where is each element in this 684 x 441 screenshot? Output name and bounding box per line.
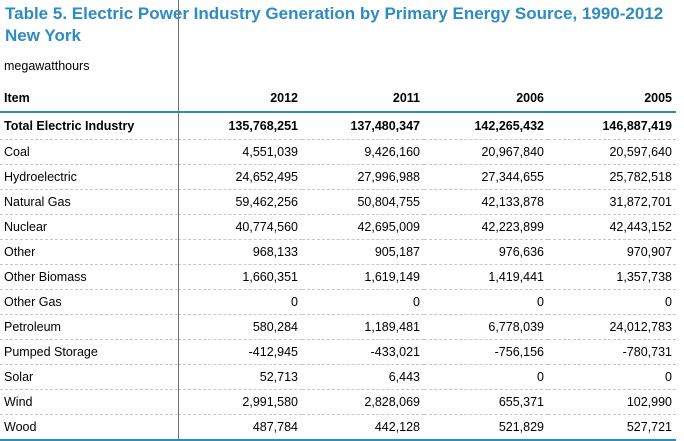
table-row: Nuclear 40,774,560 42,695,009 42,223,899 42,… [0,215,676,240]
cell-value: 976,636 [424,240,548,265]
cell-value: 0 [424,365,548,390]
cell-value: 527,721 [548,415,676,441]
cell-value: 25,782,518 [548,165,676,190]
row-label: Wind [0,390,178,415]
cell-value: 135,768,251 [178,112,302,140]
cell-value: 42,443,152 [548,215,676,240]
cell-value: 905,187 [302,240,424,265]
row-label: Total Electric Industry [0,112,178,140]
cell-value: 655,371 [424,390,548,415]
cell-value: -433,021 [302,340,424,365]
cell-value: 968,133 [178,240,302,265]
cell-value: 9,426,160 [302,140,424,165]
cell-value: 1,619,149 [302,265,424,290]
cell-value: 970,907 [548,240,676,265]
cell-value: 487,784 [178,415,302,441]
cell-value: -756,156 [424,340,548,365]
table-row: Wood 487,784 442,128 521,829 527,721 [0,415,676,441]
table-title: Table 5. Electric Power Industry Generat… [5,3,681,47]
cell-value: 2,828,069 [302,390,424,415]
row-label: Pumped Storage [0,340,178,365]
cell-value: -412,945 [178,340,302,365]
cell-value: 580,284 [178,315,302,340]
cell-value: -780,731 [548,340,676,365]
cell-value: 146,887,419 [548,112,676,140]
cell-value: 40,774,560 [178,215,302,240]
cell-value: 4,551,039 [178,140,302,165]
table-row: Coal 4,551,039 9,426,160 20,967,840 20,597,6… [0,140,676,165]
cell-value: 102,990 [548,390,676,415]
table-row: Other Biomass 1,660,351 1,619,149 1,419,441… [0,265,676,290]
table-row: Solar 52,713 6,443 0 0 [0,365,676,390]
table-row: Petroleum 580,284 1,189,481 6,778,039 24,012… [0,315,676,340]
generation-table: Item 2012 2011 2006 2005 Total Electric … [0,86,676,441]
cell-value: 1,660,351 [178,265,302,290]
cell-value: 0 [302,290,424,315]
cell-value: 59,462,256 [178,190,302,215]
row-label: Nuclear [0,215,178,240]
cell-value: 27,996,988 [302,165,424,190]
header-item: Item [0,86,178,112]
cell-value: 6,778,039 [424,315,548,340]
row-label: Other Biomass [0,265,178,290]
cell-value: 31,872,701 [548,190,676,215]
column-divider [178,0,179,440]
header-year: 2005 [548,86,676,112]
cell-value: 42,223,899 [424,215,548,240]
row-label: Coal [0,140,178,165]
table-row: Natural Gas 59,462,256 50,804,755 42,133,87… [0,190,676,215]
total-row: Total Electric Industry 135,768,251 137,… [0,112,676,140]
row-label: Other Gas [0,290,178,315]
title-line-1: Table 5. Electric Power Industry Generat… [5,3,681,25]
cell-value: 24,652,495 [178,165,302,190]
cell-value: 442,128 [302,415,424,441]
cell-value: 24,012,783 [548,315,676,340]
row-label: Petroleum [0,315,178,340]
cell-value: 137,480,347 [302,112,424,140]
cell-value: 42,695,009 [302,215,424,240]
table-row: Other 968,133 905,187 976,636 970,907 [0,240,676,265]
cell-value: 1,419,441 [424,265,548,290]
cell-value: 1,357,738 [548,265,676,290]
header-year: 2006 [424,86,548,112]
cell-value: 20,597,640 [548,140,676,165]
cell-value: 20,967,840 [424,140,548,165]
cell-value: 0 [548,365,676,390]
header-year: 2011 [302,86,424,112]
header-year: 2012 [178,86,302,112]
header-row: Item 2012 2011 2006 2005 [0,86,676,112]
table-row: Wind 2,991,580 2,828,069 655,371 102,990 [0,390,676,415]
cell-value: 50,804,755 [302,190,424,215]
cell-value: 0 [178,290,302,315]
table-row: Pumped Storage -412,945 -433,021 -756,156 -7… [0,340,676,365]
row-label: Wood [0,415,178,441]
row-label: Hydroelectric [0,165,178,190]
cell-value: 1,189,481 [302,315,424,340]
row-label: Natural Gas [0,190,178,215]
table-row: Other Gas 0 0 0 0 [0,290,676,315]
table-row: Hydroelectric 24,652,495 27,996,988 27,344,… [0,165,676,190]
cell-value: 42,133,878 [424,190,548,215]
row-label: Other [0,240,178,265]
cell-value: 142,265,432 [424,112,548,140]
cell-value: 0 [424,290,548,315]
cell-value: 6,443 [302,365,424,390]
cell-value: 27,344,655 [424,165,548,190]
cell-value: 521,829 [424,415,548,441]
row-label: Solar [0,365,178,390]
cell-value: 52,713 [178,365,302,390]
cell-value: 0 [548,290,676,315]
title-line-2: New York [5,25,681,47]
cell-value: 2,991,580 [178,390,302,415]
units-label: megawatthours [4,58,89,74]
